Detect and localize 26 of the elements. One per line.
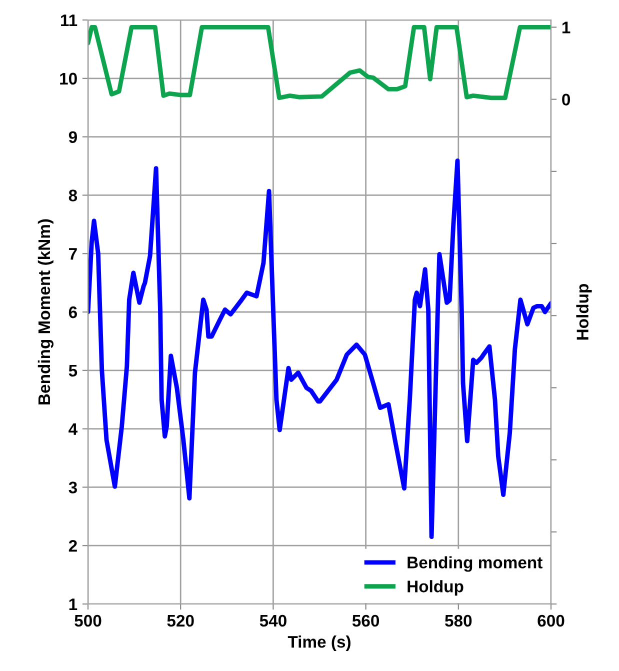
y-tick-label: 11	[61, 14, 78, 26]
x-tick-label: 540	[260, 614, 286, 627]
legend-label: Bending moment	[408, 556, 542, 572]
y-tick-label: 2	[68, 540, 77, 552]
y-axis-title: Bending Moment (kNm)	[38, 219, 54, 404]
y-tick-label: 5	[68, 364, 78, 377]
x-tick-label: 580	[445, 614, 472, 627]
y2-tick-label: 1	[562, 22, 570, 34]
x-tick-label: 560	[352, 614, 380, 627]
line-series	[88, 24, 551, 100]
y2-tick-label: 0	[562, 94, 570, 106]
y-tick-label: 4	[68, 423, 78, 435]
y-tick-label: 10	[60, 72, 77, 85]
x-tick-label: 500	[74, 614, 102, 627]
y-tick-label: 6	[68, 306, 77, 318]
y2-axis-title: Holdup	[576, 284, 592, 340]
x-tick-label: 520	[167, 614, 194, 627]
y-tick-label: 1	[69, 598, 78, 610]
line-series	[88, 158, 551, 540]
y-tick-label: 9	[68, 131, 77, 144]
y-tick-label: 8	[68, 190, 78, 202]
legend-label: Holdup	[408, 580, 464, 596]
x-tick-label: 600	[538, 614, 564, 627]
y-tick-label: 7	[69, 248, 77, 260]
x-axis-title: Time (s)	[288, 636, 350, 652]
y-tick-label: 3	[68, 482, 77, 494]
